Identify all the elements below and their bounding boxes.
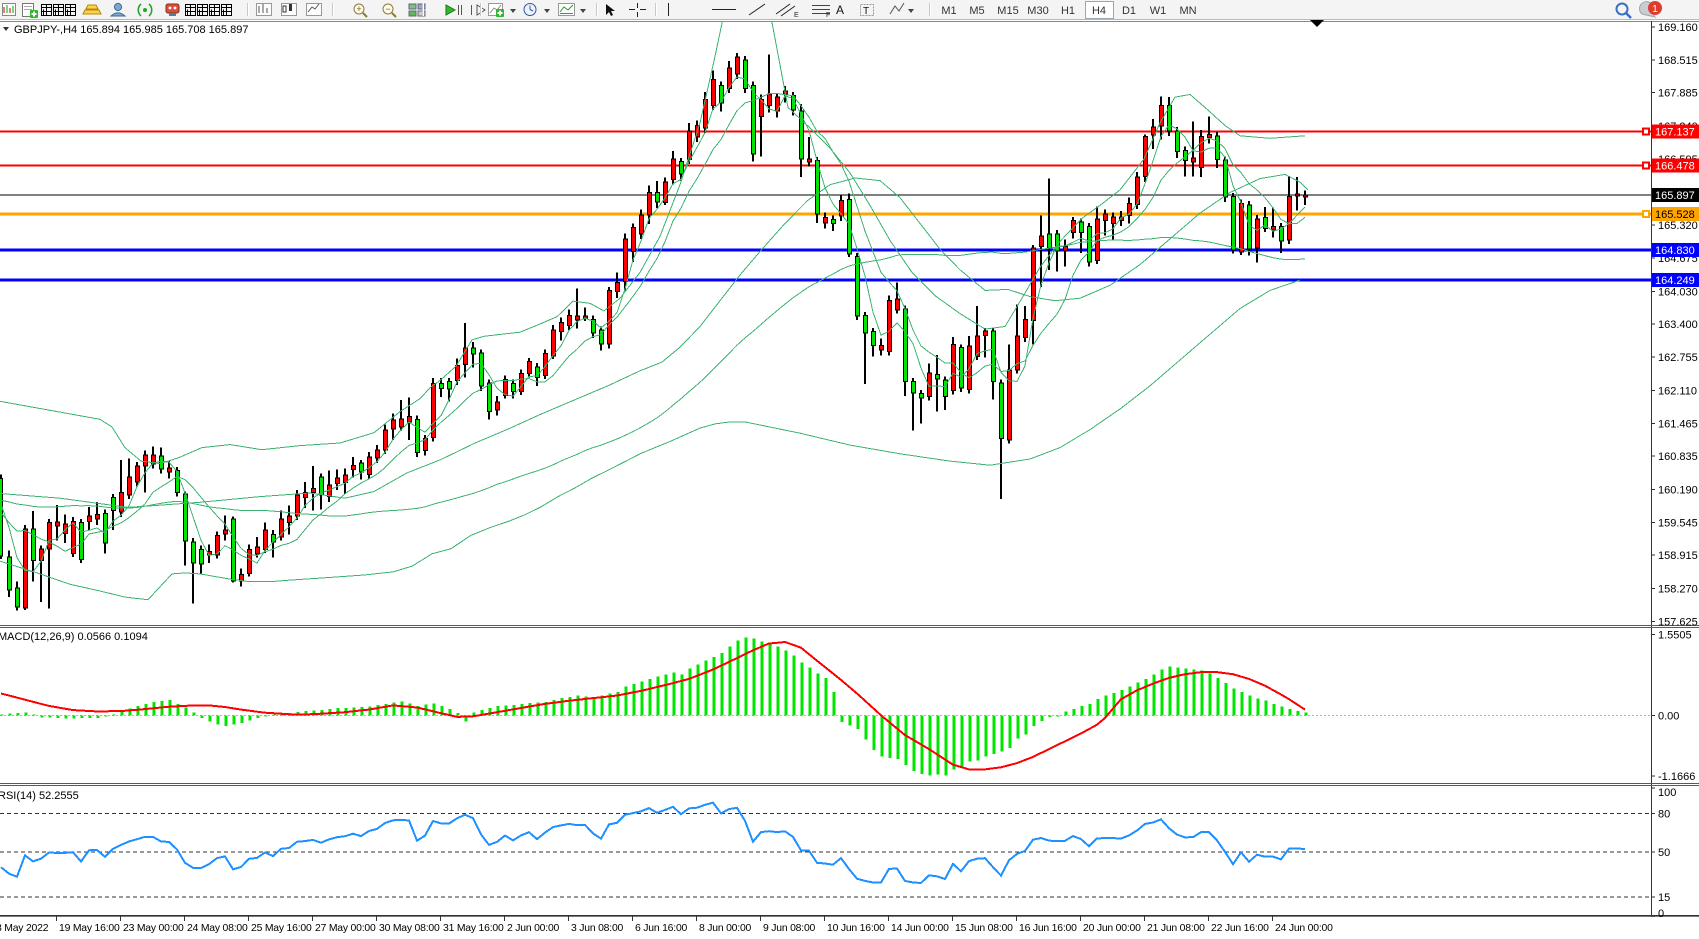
svg-text:31 May 16:00: 31 May 16:00 [443,923,504,934]
svg-text:22 Jun 16:00: 22 Jun 16:00 [1211,923,1269,934]
svg-text:2 Jun 00:00: 2 Jun 00:00 [507,923,560,934]
svg-text:A: A [836,3,844,17]
svg-text:D1: D1 [1122,5,1136,17]
svg-text:6 Jun 16:00: 6 Jun 16:00 [635,923,688,934]
svg-text:160.190: 160.190 [1658,484,1698,496]
svg-text:167.885: 167.885 [1658,88,1698,100]
svg-text:+: + [356,4,361,14]
svg-text:161.465: 161.465 [1658,419,1698,431]
svg-text:166.478: 166.478 [1655,160,1695,172]
svg-text:F: F [826,12,830,19]
svg-text:T: T [863,6,869,17]
svg-text:30 May 08:00: 30 May 08:00 [379,923,440,934]
svg-text:1.5505: 1.5505 [1658,630,1692,642]
svg-text:15 Jun 08:00: 15 Jun 08:00 [955,923,1013,934]
svg-text:GBPJPY-,H4 165.894 165.985 16: GBPJPY-,H4 165.894 165.985 165.708 165.8… [14,24,248,36]
svg-text:19 May 16:00: 19 May 16:00 [59,923,120,934]
svg-text:0: 0 [1658,908,1664,920]
svg-text:164.249: 164.249 [1655,275,1695,287]
svg-text:80: 80 [1658,809,1670,821]
svg-text:157.625: 157.625 [1658,617,1698,629]
svg-text:24 Jun 00:00: 24 Jun 00:00 [1275,923,1333,934]
svg-text:164.030: 164.030 [1658,287,1698,299]
svg-text:165.320: 165.320 [1658,220,1698,232]
svg-text:169.160: 169.160 [1658,22,1698,34]
svg-text:16 Jun 16:00: 16 Jun 16:00 [1019,923,1077,934]
svg-text:H1: H1 [1061,5,1075,17]
svg-text:H4: H4 [1092,5,1106,17]
svg-text:23 May 00:00: 23 May 00:00 [123,923,184,934]
svg-text:27 May 00:00: 27 May 00:00 [315,923,376,934]
svg-text:24 May 08:00: 24 May 08:00 [187,923,248,934]
svg-text:162.755: 162.755 [1658,352,1698,364]
svg-text:164.830: 164.830 [1655,245,1695,257]
svg-text:W1: W1 [1150,5,1167,17]
svg-text:0.00: 0.00 [1658,710,1679,722]
svg-text:MN: MN [1179,5,1196,17]
svg-text:15: 15 [1658,892,1670,904]
svg-text:50: 50 [1658,847,1670,859]
svg-text:167.137: 167.137 [1655,126,1695,138]
svg-text:9 Jun 08:00: 9 Jun 08:00 [763,923,816,934]
svg-text:162.110: 162.110 [1658,385,1697,397]
svg-text:3 Jun 08:00: 3 Jun 08:00 [571,923,624,934]
svg-text:159.545: 159.545 [1658,518,1698,530]
svg-text:160.835: 160.835 [1658,451,1698,463]
svg-text:20 Jun 00:00: 20 Jun 00:00 [1083,923,1141,934]
svg-text:M30: M30 [1027,5,1048,17]
svg-text:100: 100 [1658,787,1676,799]
svg-text:MACD(12,26,9) 0.0566 0.1094: MACD(12,26,9) 0.0566 0.1094 [0,631,148,643]
svg-text:M1: M1 [941,5,956,17]
svg-text:10 Jun 16:00: 10 Jun 16:00 [827,923,885,934]
svg-text:E: E [794,12,799,19]
svg-text:25 May 16:00: 25 May 16:00 [251,923,312,934]
svg-text:−: − [385,4,390,14]
svg-text:RSI(14) 52.2555: RSI(14) 52.2555 [0,790,79,802]
svg-text:168.515: 168.515 [1658,55,1698,67]
svg-text:21 Jun 08:00: 21 Jun 08:00 [1147,923,1205,934]
svg-text:158.270: 158.270 [1658,583,1698,595]
svg-text:163.400: 163.400 [1658,319,1698,331]
svg-text:M15: M15 [997,5,1018,17]
svg-text:8 Jun 00:00: 8 Jun 00:00 [699,923,752,934]
svg-text:-1.1666: -1.1666 [1658,771,1695,783]
svg-text:165.528: 165.528 [1655,209,1695,221]
svg-text:165.897: 165.897 [1655,190,1695,202]
svg-text:14 Jun 00:00: 14 Jun 00:00 [891,923,949,934]
svg-text:1: 1 [1652,4,1658,15]
svg-text:158.915: 158.915 [1658,550,1698,562]
svg-text:M5: M5 [969,5,984,17]
svg-text:8 May 2022: 8 May 2022 [0,923,49,934]
